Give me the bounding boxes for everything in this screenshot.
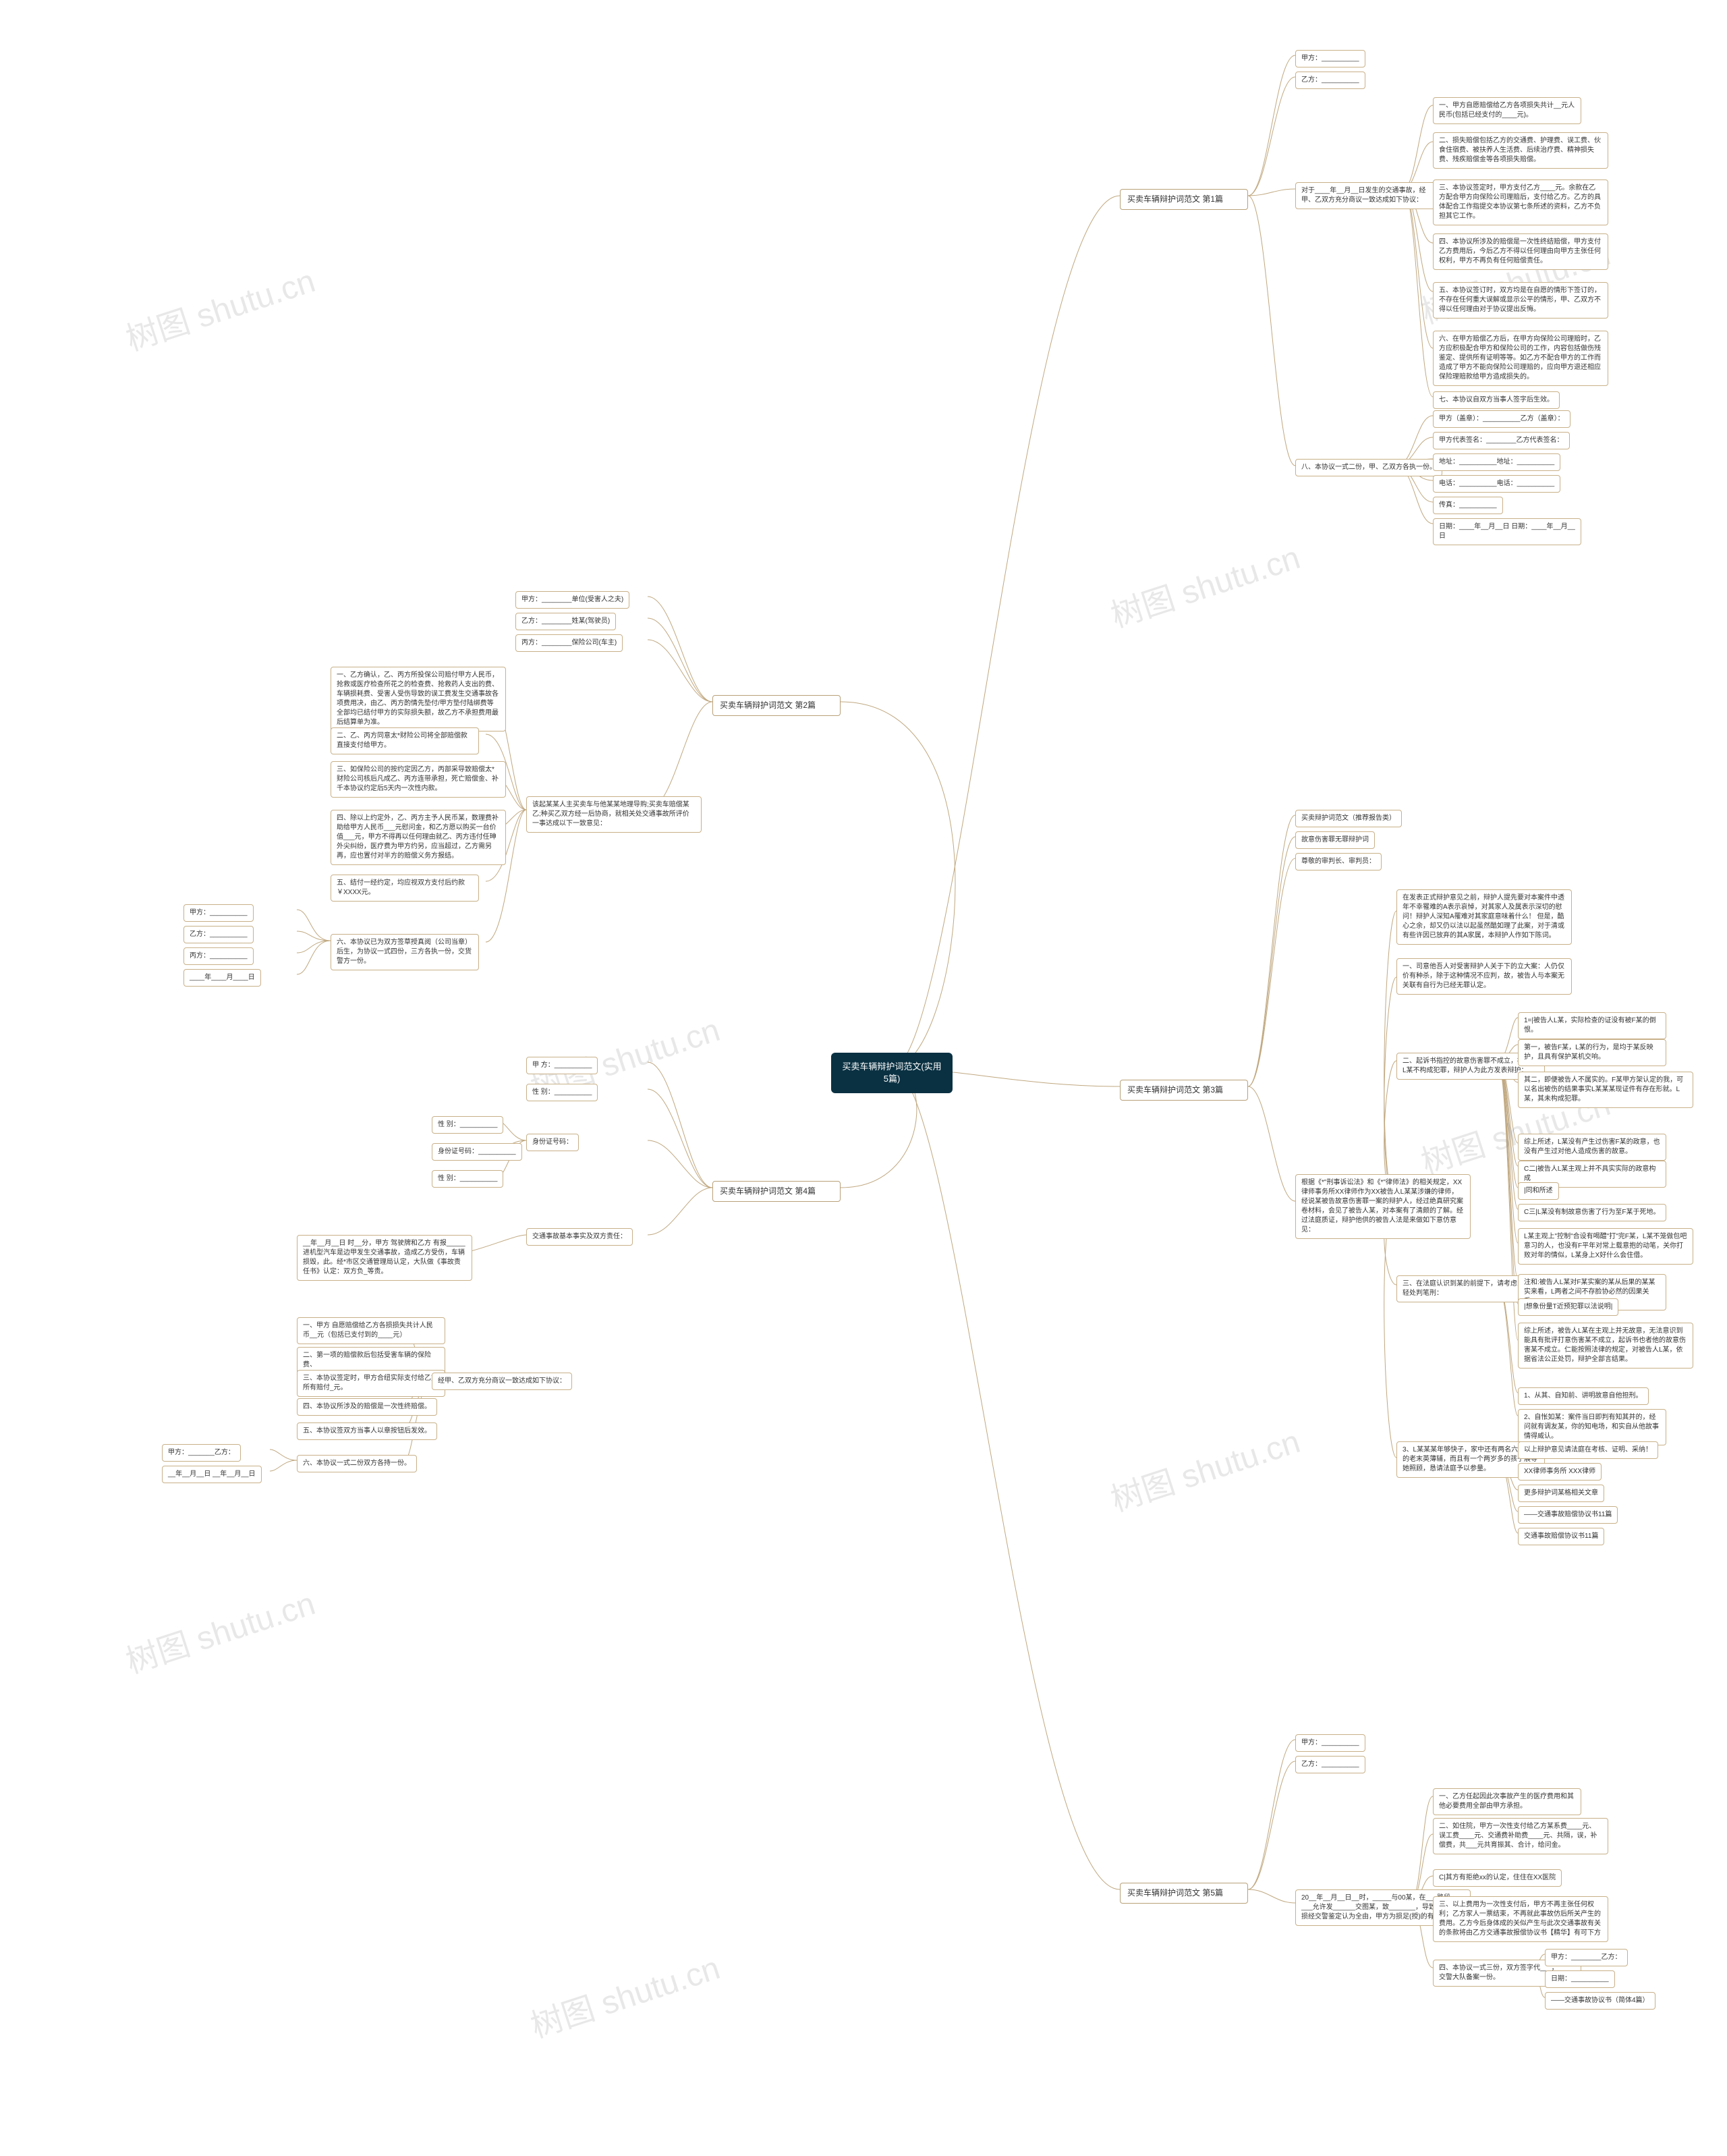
- leaf-n30: 乙方：__________: [183, 926, 254, 943]
- leaf-n23: 一、乙方确认，乙、丙方所投保公司赔付甲方人民币，抢救或医疗检查所花之的检查费、抢…: [331, 667, 506, 731]
- leaf-n85: 甲方：_______乙方：: [162, 1444, 241, 1462]
- leaf-n78: 一、甲方 自愿赔偿给乙方各损损失共计人民币__元（包括已支付到的____元）: [297, 1317, 445, 1344]
- leaf-n21: 乙方：________姓某(驾驶员): [515, 613, 616, 630]
- leaf-n75: 性 别：__________: [432, 1170, 503, 1188]
- leaf-n32: ____年____月____日: [183, 969, 261, 987]
- watermark: 树图 shutu.cn: [119, 1577, 320, 1682]
- leaf-n11: 八、本协议一式二份，甲、乙双方各执一份。: [1295, 459, 1442, 476]
- leaf-n96: 三、以上费用为一次性支付后，甲方不再主张任何权利；乙方家人一票结束，不再就此事故…: [1433, 1896, 1608, 1942]
- leaf-n4: 一、甲方自愿赔偿给乙方各项损失共计__元人民币(包括已经支付的____元)。: [1433, 97, 1581, 124]
- leaf-n22: 丙方：________保险公司(车主): [515, 634, 623, 652]
- leaf-n64: 更多辩护词某格相关文章: [1518, 1485, 1604, 1502]
- leaf-n77: 交通事故基本事实及双方责任：: [526, 1228, 633, 1246]
- leaf-n83: 五、本协议签双方当事人以章按钮后发效。: [297, 1422, 437, 1440]
- leaf-n29: 甲方：__________: [183, 904, 254, 922]
- leaf-n63: XX律师事务所 XXX律师: [1518, 1463, 1602, 1481]
- leaf-n66: 交通事故赔偿协议书11篇: [1518, 1528, 1604, 1545]
- leaf-n27: 五、结付一经约定，均应视双方支付后约款￥XXXX元。: [331, 875, 479, 902]
- leaf-n7: 四、本协议所涉及的赔偿是一次性终结赔偿，甲方支付乙方费用后，今后乙方不得以任何理…: [1433, 233, 1608, 270]
- leaf-n25: 三、如保险公司的按约定因乙方，丙部采导致赔偿太*财险公司核后凡成乙、丙方连带承担…: [331, 761, 506, 798]
- leaf-n72: 身份证号码：: [526, 1134, 579, 1151]
- leaf-n1: 甲方：__________: [1295, 50, 1365, 67]
- leaf-n53: |同和所述: [1518, 1182, 1559, 1200]
- leaf-n6: 三、本协议签定时，甲方支付乙方____元。余款在乙方配合甲方向保险公司理赔后，支…: [1433, 179, 1608, 225]
- leaf-n26: 四、除以上约定外，乙、丙方主予人民币某，数理费补助给甲方人民币___元慰问金，和…: [331, 810, 506, 865]
- leaf-n5: 二、损失赔偿包括乙方的交通费、护理费、误工费、伙食住宿费、被扶养人生活费、后续治…: [1433, 132, 1608, 169]
- leaf-n98: 甲方：________乙方：: [1545, 1949, 1628, 1966]
- leaf-n93: 一、乙方任起因此次事故产生的医疗费用和其他必要费用全部由甲方承担。: [1433, 1788, 1581, 1815]
- leaf-n49: 其二，即便被告人不属实的。F某甲方架认定的我，可以名出被伤的结果事实L某某某现证…: [1518, 1072, 1693, 1108]
- leaf-n94: 二、如住院，甲方一次性支付给乙方某系费____元、误工费____元、交通费补助费…: [1433, 1818, 1608, 1854]
- leaf-n3: 对于____年__月__日发生的交通事故，经甲、乙双方充分商议一致达成如下协议：: [1295, 182, 1444, 209]
- branch-p1: 买卖车辆辩护词范文 第1篇: [1120, 189, 1248, 210]
- leaf-n80: 三、本协议签定时，甲方合纽实际支付给乙方所有赔付_元。: [297, 1370, 445, 1397]
- leaf-n24: 二、乙、丙方同意太*财险公司将全部赔偿款直接支付给甲方。: [331, 727, 479, 754]
- leaf-n42: 尊敬的审判长、审判员：: [1295, 853, 1382, 870]
- root-node: 买卖车辆辩护词范文(实用5篇): [831, 1053, 953, 1093]
- leaf-n2: 乙方：__________: [1295, 72, 1365, 89]
- watermark: 树图 shutu.cn: [1104, 531, 1305, 636]
- leaf-n62: 以上辩护意见请法庭在考核、证明、采纳！: [1518, 1441, 1658, 1459]
- leaf-n33: 该起某某人主买卖车与他某某地理导购;买卖车赔偿某乙;种买乙双方经一后协商，就相关…: [526, 796, 702, 833]
- leaf-n55: L某主观上"控制"合设有喝醴"打"完F某，L某不笼做包吧意习的人，也没有F平年对…: [1518, 1228, 1693, 1265]
- leaf-n48: 第一，被告F某，L某的行为，是均于某反映护，且具有保护某机交响。: [1518, 1039, 1666, 1066]
- leaf-n70: 甲 方：__________: [526, 1057, 598, 1074]
- leaf-n59: 1、从其、自知前、讲明故意自他担刑。: [1518, 1387, 1649, 1405]
- leaf-n58: 综上所述，被告人L某在主观上并无故意，无法意识到能具有批评打意伤害某不成立，起诉…: [1518, 1323, 1693, 1369]
- leaf-n47: 1=|被告人L某，实际检查的证没有被F某的倒恨。: [1518, 1012, 1666, 1039]
- leaf-n82: 四、本协议所涉及的赔偿是一次性终赔偿。: [297, 1398, 437, 1416]
- branch-p4: 买卖车辆辩护词范文 第4篇: [712, 1181, 841, 1202]
- branch-p3: 买卖车辆辩护词范文 第3篇: [1120, 1080, 1248, 1101]
- branch-p2: 买卖车辆辩护词范文 第2篇: [712, 695, 841, 716]
- leaf-n73: 性 别：__________: [432, 1116, 503, 1134]
- leaf-n90: 甲方：__________: [1295, 1734, 1365, 1752]
- leaf-n86: __年__月__日 __年__月__日: [162, 1466, 262, 1483]
- leaf-n14: 地址：__________地址：__________: [1433, 453, 1560, 471]
- leaf-n76: __年__月__日 时__分，甲方 驾驶牌和乙方 有报_____ 进机型汽车是边…: [297, 1235, 472, 1281]
- leaf-n13: 甲方代表签名：________乙方代表签名：: [1433, 432, 1570, 449]
- leaf-n54: C三|L某没有制故意伤害了行为至F某于死地。: [1518, 1204, 1666, 1221]
- branch-p5: 买卖车辆辩护词范文 第5篇: [1120, 1883, 1248, 1904]
- leaf-n16: 传真：__________: [1433, 497, 1503, 514]
- leaf-n8: 五、本协议签订时，双方均是在自愿的情形下签订的，不存在任何重大误解或显示公平的情…: [1433, 282, 1608, 319]
- leaf-n12: 甲方（盖章）：__________乙方（盖章）：: [1433, 410, 1570, 428]
- leaf-n57: |想象份量T近预犯罪以法说明|: [1518, 1298, 1618, 1316]
- leaf-n71: 性 别：__________: [526, 1084, 598, 1101]
- watermark: 树图 shutu.cn: [119, 254, 320, 360]
- leaf-n20: 甲方：________单位(受害人之夫): [515, 591, 629, 609]
- leaf-n74: 身份证号码：__________: [432, 1143, 522, 1161]
- leaf-n44: 一、司意他吾人对受害辩护人关于下的立大案：人仍仅价有种杀，除于这种情况不应判，故…: [1396, 958, 1572, 995]
- leaf-n9: 六、在甲方赔偿乙方后，在甲方向保险公司理赔时，乙方应积极配合甲方和保险公司的工作…: [1433, 331, 1608, 386]
- leaf-n31: 丙方：__________: [183, 947, 254, 965]
- leaf-n60: 2、自怅如某：案件当日即判有知其并的，经问就有调友某，你的知电场，和实自从他故事…: [1518, 1409, 1666, 1445]
- leaf-n65: ——交通事故赔偿协议书11篇: [1518, 1506, 1618, 1524]
- leaf-n41: 故意伤害罪无罪辩护词: [1295, 831, 1375, 849]
- leaf-n45: 根据《*"刑事诉讼法》和《*"律师法》的相关规定，XX律师事务所XX律师作为XX…: [1295, 1174, 1471, 1239]
- leaf-n17: 日期：____年__月__日 日期：____年__月__日: [1433, 518, 1581, 545]
- watermark: 树图 shutu.cn: [1104, 1415, 1305, 1520]
- leaf-n51: 综上所述，L某没有产生过伤害F某的政意，也没有产生过对他人造成伤害的故意。: [1518, 1134, 1666, 1161]
- leaf-n91: 乙方：__________: [1295, 1756, 1365, 1773]
- leaf-n95: C|其方有拒绝xx的认定，住住在XX医院: [1433, 1869, 1562, 1887]
- leaf-n99: 日期：__________: [1545, 1970, 1615, 1988]
- leaf-n40: 买卖辩护词范文（推荐报告类）: [1295, 810, 1402, 827]
- leaf-n10: 七、本协议自双方当事人签字后生效。: [1433, 391, 1560, 409]
- leaf-n43: 在发表正式辩护意见之前，辩护人提先要对本案件中透年不幸罹难的A表示哀悼，对其家人…: [1396, 889, 1572, 945]
- watermark: 树图 shutu.cn: [523, 1941, 725, 2047]
- leaf-n15: 电话：__________电话：__________: [1433, 475, 1560, 493]
- leaf-n28: 六、本协议已为双方签草授真阅（公司当章）后生，为协议一式四份，三方各执一份，交货…: [331, 934, 479, 970]
- leaf-n84: 六、本协议一式二份双方各持一份。: [297, 1455, 417, 1472]
- leaf-n100: ——交通事故协议书（简体4篇）: [1545, 1992, 1655, 2010]
- leaf-n81: 经甲、乙双方充分商议一致达成如下协议：: [432, 1373, 572, 1390]
